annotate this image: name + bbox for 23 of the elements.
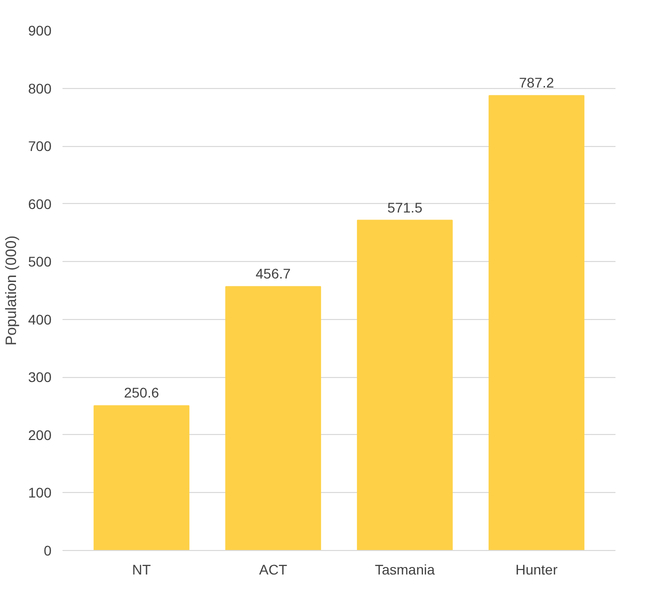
- data-label: 250.6: [124, 384, 160, 401]
- y-tick-label: 700: [28, 138, 52, 154]
- y-tick-label: 100: [28, 484, 52, 501]
- data-label: 787.2: [518, 74, 554, 91]
- y-tick-label: 200: [28, 426, 52, 443]
- x-tick-label: ACT: [259, 562, 288, 578]
- data-label: 456.7: [256, 266, 291, 282]
- bar: [225, 286, 322, 550]
- y-tick-label: 800: [28, 80, 52, 96]
- x-tick-label: NT: [132, 562, 152, 578]
- y-tick-label: 400: [28, 311, 52, 328]
- bar: [356, 220, 453, 550]
- y-tick-label: 0: [44, 542, 52, 558]
- y-tick-label: 300: [28, 369, 52, 386]
- y-tick-label: 500: [28, 254, 52, 270]
- y-tick-label: 600: [28, 196, 52, 212]
- x-tick-label: Tasmania: [374, 562, 436, 578]
- y-tick-label: 900: [28, 22, 52, 38]
- bar: [488, 95, 584, 550]
- y-axis-title: Population (000): [3, 235, 20, 346]
- x-tick-label: Hunter: [515, 562, 558, 578]
- bar: [94, 405, 190, 550]
- data-label: 571.5: [387, 199, 423, 216]
